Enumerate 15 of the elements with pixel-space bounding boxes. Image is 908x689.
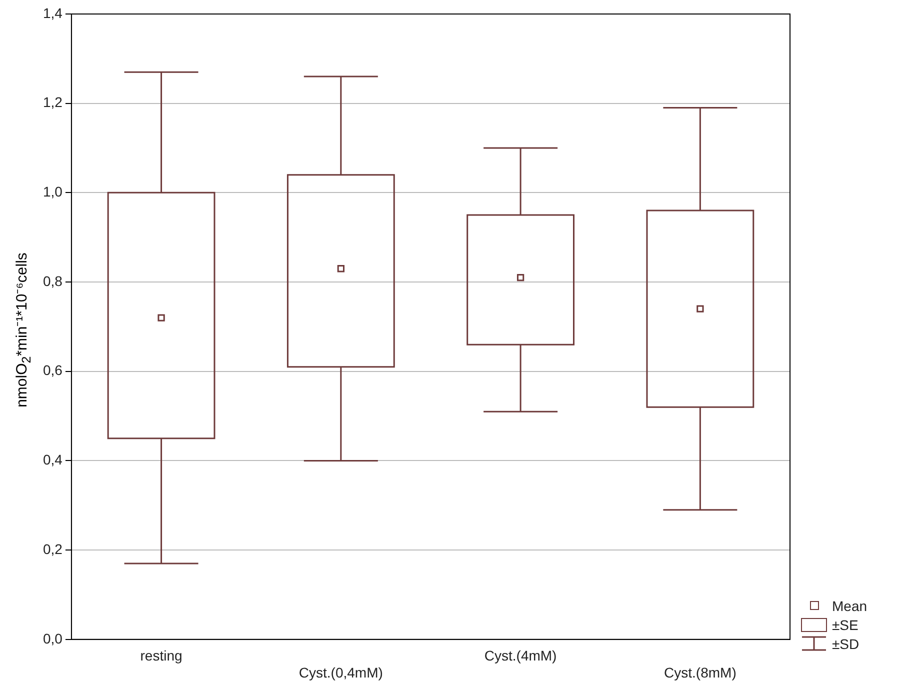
y-tick-label: 1,4 xyxy=(42,4,63,21)
text: ±SE xyxy=(832,616,858,632)
text: Mean xyxy=(832,598,868,614)
x-tick-label: Cyst.(0,4mM) xyxy=(298,664,383,680)
x-tick-label: resting xyxy=(140,648,182,664)
x-tick-label: Cyst.(4mM) xyxy=(484,648,557,664)
y-tick-label: 1,2 xyxy=(42,94,63,110)
y-tick-label: 0,2 xyxy=(42,540,63,557)
y-tick-label: 1,0 xyxy=(42,184,63,200)
y-tick-label: 0,8 xyxy=(42,272,63,289)
y-tick-label: 0,4 xyxy=(42,452,63,468)
x-tick-label: Cyst.(8mM) xyxy=(664,664,736,680)
text: ±SD xyxy=(832,636,860,652)
y-tick-label: 0,0 xyxy=(42,630,63,646)
y-tick-label: 0,6 xyxy=(42,362,63,378)
